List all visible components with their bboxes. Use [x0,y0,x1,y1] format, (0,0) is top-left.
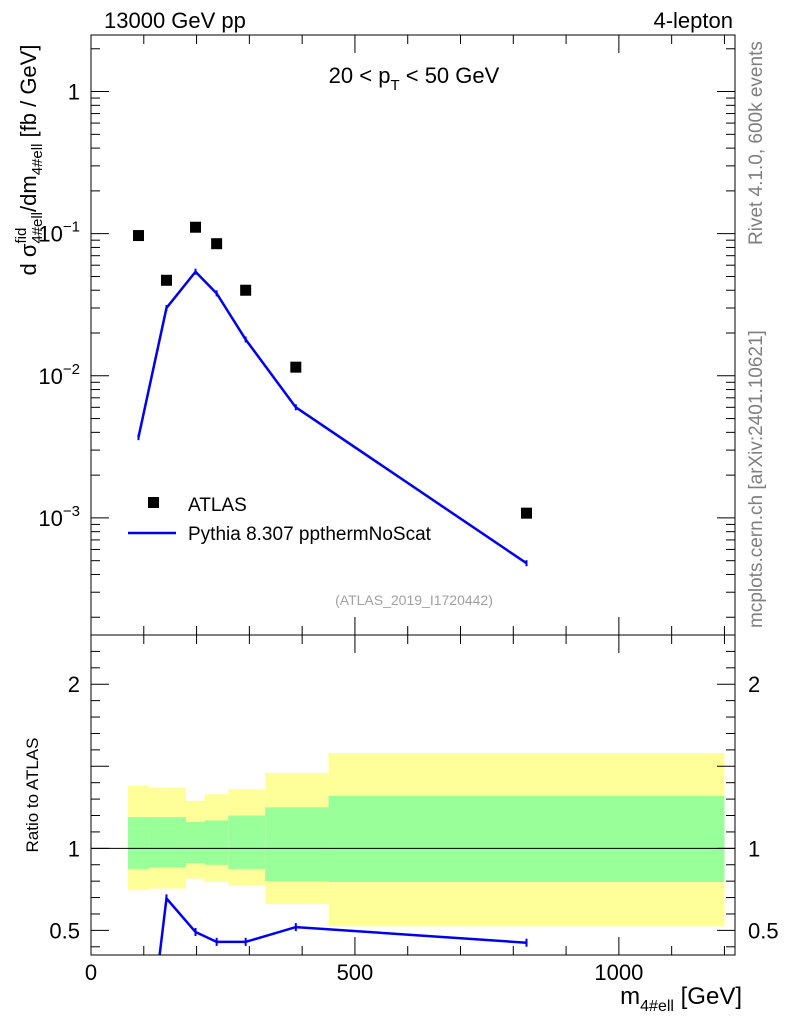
main-y-tick-label: 10−2 [38,361,80,389]
data-points [133,221,532,519]
ratio-points [165,894,528,947]
energy-label: 13000 GeV pp [104,8,246,33]
ratio-y-tick-label-right: 2 [748,672,760,697]
atlas-data-point [211,238,223,250]
legend-mc-label: Pythia 8.307 ppthermNoScat [188,524,432,545]
ratio-panel: 2 2 1 1 0.5 0.5 0 500 1000 [49,634,779,985]
x-tick-label: 0 [85,960,97,985]
x-tick-label: 1000 [594,960,643,985]
inner-band [265,807,329,882]
ratio-y-tick-label-left: 2 [68,672,80,697]
legend: ATLAS Pythia 8.307 ppthermNoScat [128,495,432,545]
inner-band [186,822,205,864]
ratio-y-tick-label-right: 0.5 [748,918,779,943]
cut-label: 20 < pT < 50 GeV [329,63,500,94]
inner-band [127,817,150,869]
inner-band [328,795,725,882]
main-y-axis-title: d σfid4#ell/dm4#ell [fb / GeV] [13,45,46,276]
atlas-data-point [133,230,145,242]
rivet-note: Rivet 4.1.0, 600k events [746,41,767,245]
main-y-tick-label: 10−3 [38,503,80,531]
inner-band [149,817,187,868]
main-y-tick-label: 10−1 [38,219,80,247]
legend-data-label: ATLAS [188,495,247,516]
ratio-y-tick-label-right: 1 [748,836,760,861]
process-label: 4-lepton [653,8,733,33]
ratio-y-tick-labels: 2 2 1 1 0.5 0.5 [49,672,778,943]
mcplots-note: mcplots.cern.ch [arXiv:2401.10621] [746,330,767,628]
main-axis-ticks [90,35,735,635]
atlas-data-point [240,284,252,296]
atlas-data-point [190,221,202,233]
x-tick-labels: 0 500 1000 [85,960,643,985]
ratio-y-tick-label-left: 1 [68,836,80,861]
inner-band [228,815,266,869]
main-y-tick-label: 1 [68,80,80,105]
ratio-y-axis-title: Ratio to ATLAS [23,738,42,853]
mc-curve [137,269,528,565]
ratio-axis-ticks [90,635,735,955]
x-axis-title: m4#ell [GeV] [620,983,742,1015]
mc-points [137,268,528,567]
atlas-data-point [290,361,302,373]
main-panel: 1 10−1 10−2 10−3 20 < pT < 50 GeV ATLAS Pyt… [38,34,736,636]
uncertainty-bands [127,753,725,927]
inner-band [204,820,229,865]
ratio-frame [90,634,736,956]
ratio-y-tick-label-left: 0.5 [49,918,80,943]
x-tick-label: 500 [337,960,374,985]
atlas-data-point [520,507,532,519]
atlas-data-point [160,274,172,286]
analysis-id: (ATLAS_2019_I1720442) [335,592,493,608]
main-frame [90,34,736,636]
main-y-tick-labels: 1 10−1 10−2 10−3 [38,80,80,531]
legend-data-marker [148,497,159,508]
